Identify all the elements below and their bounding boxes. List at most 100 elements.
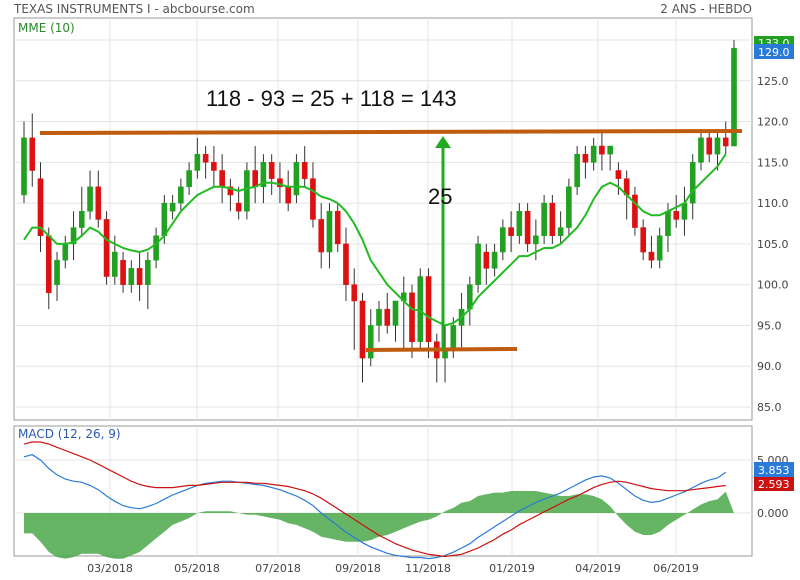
candle-down <box>582 153 589 163</box>
time-axis: 03/2018 05/2018 07/2018 09/2018 11/2018 01/20… <box>87 562 699 575</box>
move-annotation: 25 <box>428 184 452 209</box>
last-price-tag-text: 129.0 <box>758 46 790 59</box>
candle-up <box>607 145 613 155</box>
candle-down <box>549 202 556 236</box>
candle-down <box>285 186 291 204</box>
candle-down <box>334 211 341 245</box>
candle-up <box>78 211 85 228</box>
candle-up <box>161 202 168 236</box>
price-tick-label: 100.0 <box>757 279 789 292</box>
candle-down <box>103 219 110 277</box>
candle-down <box>29 137 36 171</box>
candle-down <box>351 284 358 302</box>
candle-up <box>169 202 176 212</box>
macd-histogram <box>24 491 734 559</box>
candle-up <box>62 243 69 261</box>
price-tick-label: 125.0 <box>757 75 789 88</box>
macd-line <box>23 454 727 560</box>
x-tick-label: 04/2019 <box>575 562 621 575</box>
candle-down <box>483 251 490 269</box>
candle-down <box>524 211 531 245</box>
candle-down <box>425 276 432 343</box>
x-tick-label: 05/2018 <box>174 562 220 575</box>
candle-up <box>557 227 564 236</box>
price-axis: 85.0 90.0 95.0 100.0 105.0 110.0 115.0 120.0 125… <box>757 34 789 414</box>
candle-down <box>268 162 275 179</box>
price-tick-label: 115.0 <box>757 156 789 169</box>
signal-line <box>23 441 726 558</box>
candle-down <box>384 308 391 326</box>
candle-up <box>293 162 300 196</box>
candle-down <box>219 170 225 188</box>
candle-up <box>541 202 547 236</box>
macd-value-tag <box>754 462 794 477</box>
candle-up <box>500 227 506 253</box>
candle-down <box>648 251 655 261</box>
candle-up <box>87 186 93 212</box>
candle-up <box>698 137 704 163</box>
resistance-line <box>39 129 743 135</box>
candle-up <box>128 268 135 285</box>
price-tick-label: 110.0 <box>757 197 789 210</box>
candle-up <box>475 243 481 285</box>
candle-down <box>211 162 217 171</box>
arrow-head-icon <box>435 136 451 148</box>
candle-down <box>45 235 52 294</box>
candle-down <box>136 268 143 285</box>
candle-down <box>640 227 646 253</box>
candle-down <box>202 153 209 163</box>
signal-value-tag-text: 2.593 <box>758 478 790 491</box>
ema-line <box>23 153 727 327</box>
candles <box>21 40 737 383</box>
candle-up <box>70 227 77 245</box>
chart-title: TEXAS INSTRUMENTS I - abcbourse.com <box>13 2 255 16</box>
ema-label: MME (10) <box>18 21 75 35</box>
price-tick-label: 105.0 <box>757 238 789 251</box>
candle-up <box>112 251 118 277</box>
candle-down <box>227 186 234 196</box>
candle-up <box>590 145 597 163</box>
candle-down <box>301 162 308 179</box>
x-tick-label: 07/2018 <box>255 562 301 575</box>
price-tick-label: 85.0 <box>757 401 782 414</box>
x-tick-label: 01/2019 <box>489 562 535 575</box>
candle-down <box>722 137 729 147</box>
x-tick-label: 11/2018 <box>405 562 451 575</box>
formula-annotation: 118 - 93 = 25 + 118 = 143 <box>206 86 457 111</box>
candle-up <box>731 47 737 147</box>
candle-down <box>508 227 514 236</box>
candle-up <box>260 162 267 188</box>
candle-up <box>450 325 457 351</box>
candle-down <box>318 219 325 253</box>
candle-down <box>706 137 713 155</box>
candle-down <box>235 202 242 212</box>
signal-value-tag <box>754 477 794 491</box>
candle-down <box>599 145 605 155</box>
candle-down <box>409 292 415 343</box>
candle-up <box>689 162 696 204</box>
candle-up <box>194 153 201 171</box>
price-tick-label: 90.0 <box>757 360 782 373</box>
candle-up <box>153 235 159 261</box>
candle-up <box>516 211 523 236</box>
candle-up <box>656 235 663 261</box>
candle-down <box>277 178 283 188</box>
candle-up <box>665 211 671 236</box>
x-tick-label: 03/2018 <box>87 562 133 575</box>
candle-up <box>714 137 721 155</box>
candle-down <box>673 211 680 220</box>
candle-down <box>310 178 316 220</box>
macd-value-tag-text: 3.853 <box>758 464 790 477</box>
candle-up <box>186 170 192 188</box>
price-tick-label: 120.0 <box>757 116 789 129</box>
candle-up <box>574 153 580 188</box>
candle-down <box>615 170 622 179</box>
candle-up <box>367 325 374 359</box>
candle-down <box>120 259 126 285</box>
last-price-tag <box>754 44 794 59</box>
candle-up <box>145 259 151 285</box>
candle-down <box>359 300 366 359</box>
candle-down <box>343 243 349 285</box>
price-panel <box>13 17 753 421</box>
candle-up <box>178 186 184 204</box>
